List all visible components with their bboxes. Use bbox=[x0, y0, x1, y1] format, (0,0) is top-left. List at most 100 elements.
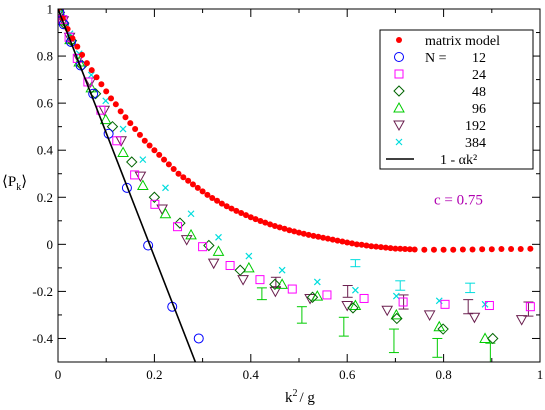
point-matrix-model-71 bbox=[397, 245, 404, 252]
point-matrix-model-31 bbox=[204, 191, 211, 198]
point-matrix-model-24 bbox=[170, 166, 177, 173]
point-96-9 bbox=[185, 228, 197, 240]
point-matrix-model-6 bbox=[83, 60, 90, 67]
point-matrix-model-5 bbox=[79, 51, 86, 58]
legend: matrix model N = 12 24 48 96 192 384 1 -… bbox=[379, 29, 534, 170]
point-matrix-model-8 bbox=[93, 74, 100, 81]
point-matrix-model-77 bbox=[440, 246, 447, 253]
point-96-14 bbox=[349, 299, 362, 311]
point-matrix-model-33 bbox=[214, 197, 221, 204]
point-matrix-model-47 bbox=[281, 225, 288, 232]
point-matrix-model-35 bbox=[223, 203, 230, 210]
x-tick-label-4: 0.8 bbox=[435, 367, 451, 382]
svg-text:k2/ g: k2/ g bbox=[285, 388, 315, 406]
legend-marker-96 bbox=[393, 101, 405, 113]
point-matrix-model-26 bbox=[180, 174, 187, 181]
point-384-5 bbox=[102, 97, 110, 105]
legend-label-12: 12 bbox=[472, 51, 486, 66]
point-48-14 bbox=[391, 312, 403, 325]
y-axis-label-main: ⟨P bbox=[2, 174, 16, 190]
point-matrix-model-38 bbox=[238, 210, 245, 217]
point-matrix-model-7 bbox=[88, 67, 95, 74]
point-12-9 bbox=[193, 333, 204, 344]
y-tick-label-6: 0.8 bbox=[37, 49, 53, 64]
point-matrix-model-41 bbox=[252, 216, 259, 223]
point-24-12 bbox=[255, 275, 265, 285]
y-axis-label-sub: k bbox=[16, 182, 21, 193]
point-24-19 bbox=[525, 302, 535, 312]
legend-label-384: 384 bbox=[465, 136, 486, 151]
y-tick-label-1: -0.2 bbox=[32, 284, 53, 299]
point-matrix-model-76 bbox=[430, 246, 437, 253]
point-matrix-model-58 bbox=[334, 237, 341, 244]
point-matrix-model-32 bbox=[209, 194, 216, 201]
point-384-13 bbox=[313, 278, 321, 286]
point-384-14 bbox=[351, 286, 359, 294]
point-matrix-model-22 bbox=[161, 156, 168, 163]
point-matrix-model-52 bbox=[305, 231, 312, 238]
point-matrix-model-82 bbox=[488, 246, 495, 253]
point-matrix-model-57 bbox=[329, 236, 336, 243]
point-matrix-model-45 bbox=[271, 222, 278, 229]
point-96-5 bbox=[99, 113, 112, 125]
point-matrix-model-70 bbox=[392, 245, 399, 252]
point-192-12 bbox=[269, 286, 282, 298]
point-96-17 bbox=[479, 332, 491, 343]
point-matrix-model-15 bbox=[127, 120, 134, 127]
point-matrix-model-60 bbox=[344, 239, 351, 246]
legend-label-matrix-model: matrix model bbox=[425, 34, 500, 49]
point-matrix-model-49 bbox=[291, 228, 298, 235]
point-48-16 bbox=[487, 332, 499, 345]
point-matrix-model-44 bbox=[267, 221, 274, 228]
point-24-10 bbox=[198, 242, 208, 252]
point-192-10 bbox=[207, 258, 220, 270]
point-192-17 bbox=[468, 312, 481, 324]
y-tick-label-0: -0.4 bbox=[32, 331, 53, 346]
point-48-15 bbox=[437, 323, 449, 335]
point-matrix-model-85 bbox=[517, 246, 524, 253]
point-matrix-model-43 bbox=[262, 219, 269, 226]
point-96-15 bbox=[390, 308, 403, 320]
point-384-10 bbox=[215, 233, 222, 241]
legend-marker-matrix-model bbox=[396, 37, 402, 43]
y-tick-label-5: 0.6 bbox=[37, 96, 54, 111]
point-12-6 bbox=[121, 182, 132, 193]
point-48-11 bbox=[269, 278, 281, 291]
point-48-9 bbox=[203, 239, 215, 252]
point-matrix-model-55 bbox=[320, 234, 327, 241]
point-matrix-model-67 bbox=[377, 244, 384, 251]
x-tick-label-3: 0.6 bbox=[339, 367, 356, 382]
point-matrix-model-68 bbox=[382, 244, 389, 251]
point-96-16 bbox=[433, 320, 446, 332]
point-384-7 bbox=[139, 156, 147, 164]
point-24-9 bbox=[173, 222, 183, 232]
point-24-16 bbox=[398, 297, 408, 307]
point-192-18 bbox=[515, 315, 528, 326]
y-tick-label-4: 0.4 bbox=[37, 143, 54, 158]
point-48-10 bbox=[234, 264, 246, 276]
point-matrix-model-29 bbox=[194, 184, 201, 191]
y-tick-label-3: 0.2 bbox=[37, 190, 53, 205]
point-24-18 bbox=[484, 301, 494, 311]
point-matrix-model-19 bbox=[146, 142, 153, 149]
point-matrix-model-39 bbox=[242, 212, 249, 219]
point-matrix-model-56 bbox=[324, 235, 331, 242]
point-matrix-model-62 bbox=[353, 241, 360, 248]
axes: 0 0.2 0.4 0.6 0.8 1 -0.4 -0.2 0 0.2 0.4 0.6 0.8 1 bbox=[32, 2, 543, 383]
point-matrix-model-36 bbox=[228, 205, 235, 212]
x-axis-label: k2/ g bbox=[285, 388, 315, 406]
point-matrix-model-20 bbox=[151, 147, 158, 154]
point-48-0 bbox=[58, 9, 66, 19]
point-matrix-model-23 bbox=[165, 161, 172, 168]
point-matrix-model-42 bbox=[257, 218, 264, 225]
point-matrix-model-40 bbox=[247, 214, 254, 221]
point-96-13 bbox=[311, 290, 324, 301]
point-24-7 bbox=[130, 170, 140, 180]
point-matrix-model-13 bbox=[117, 108, 124, 115]
point-384-11 bbox=[245, 252, 253, 260]
point-matrix-model-86 bbox=[527, 245, 534, 252]
y-tick-label-7: 1 bbox=[47, 2, 54, 17]
point-matrix-model-34 bbox=[218, 200, 225, 207]
point-192-13 bbox=[304, 293, 316, 305]
point-matrix-model-12 bbox=[112, 101, 119, 108]
